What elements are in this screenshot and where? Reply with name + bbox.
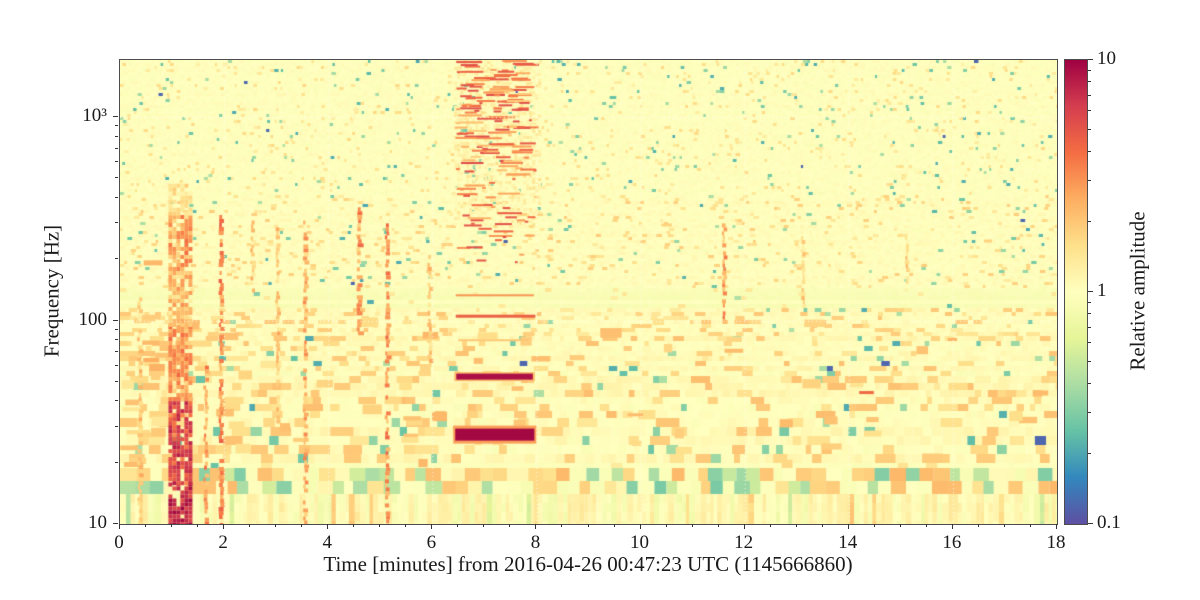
colorbar-minor-tick <box>1088 69 1091 71</box>
y-minor-tick <box>115 258 118 260</box>
y-minor-tick <box>115 222 118 224</box>
y-major-tick <box>113 319 118 321</box>
x-tick-label: 10 <box>630 532 650 553</box>
x-minor-tick <box>899 524 901 527</box>
x-minor-tick <box>769 524 771 527</box>
x-axis-label: Time [minutes] from 2016-04-26 00:47:23 … <box>323 552 853 576</box>
x-minor-tick <box>405 524 407 527</box>
y-minor-tick <box>115 135 118 137</box>
colorbar-minor-tick <box>1088 383 1091 385</box>
x-minor-tick <box>197 524 199 527</box>
x-major-tick <box>119 524 120 529</box>
x-minor-tick <box>1003 524 1005 527</box>
x-major-tick <box>847 524 849 529</box>
colorbar-tick-label: 10 <box>1097 48 1116 69</box>
y-minor-tick <box>115 125 118 127</box>
x-minor-tick <box>275 524 277 527</box>
y-minor-tick <box>115 380 118 382</box>
y-minor-tick <box>115 400 118 402</box>
x-minor-tick <box>249 524 251 527</box>
x-tick-label: 16 <box>942 532 962 553</box>
x-minor-tick <box>171 524 173 527</box>
colorbar-minor-tick <box>1088 81 1091 83</box>
y-minor-tick <box>115 425 118 427</box>
x-minor-tick <box>509 524 511 527</box>
plot-area <box>119 59 1058 525</box>
x-major-tick <box>743 524 745 529</box>
x-minor-tick <box>665 524 667 527</box>
x-minor-tick <box>925 524 927 527</box>
x-minor-tick <box>873 524 875 527</box>
colorbar-label: Relative amplitude <box>1125 211 1150 371</box>
x-minor-tick <box>691 524 693 527</box>
x-minor-tick <box>145 524 147 527</box>
y-minor-tick <box>115 147 118 149</box>
x-minor-tick <box>1029 524 1031 527</box>
colorbar-minor-tick <box>1088 110 1091 112</box>
x-minor-tick <box>457 524 459 527</box>
colorbar-minor-tick <box>1088 94 1091 96</box>
y-minor-tick <box>115 177 118 179</box>
x-minor-tick <box>561 524 563 527</box>
x-tick-label: 12 <box>734 532 754 553</box>
y-tick-label: 10³ <box>82 105 107 126</box>
x-tick-label: 18 <box>1046 532 1066 553</box>
y-minor-tick <box>115 339 118 341</box>
x-major-tick <box>1056 524 1057 529</box>
x-tick-label: 14 <box>838 532 858 553</box>
colorbar-minor-tick <box>1088 128 1091 130</box>
colorbar-minor-tick <box>1088 412 1091 414</box>
x-major-tick <box>639 524 641 529</box>
x-tick-label: 0 <box>114 532 124 553</box>
x-minor-tick <box>301 524 303 527</box>
x-minor-tick <box>587 524 589 527</box>
y-tick-label: 10 <box>88 512 107 533</box>
x-minor-tick <box>977 524 979 527</box>
y-minor-tick <box>115 461 118 463</box>
y-major-tick <box>113 116 118 117</box>
x-tick-label: 8 <box>530 532 541 553</box>
x-major-tick <box>327 524 329 529</box>
x-minor-tick <box>821 524 823 527</box>
colorbar-minor-tick <box>1088 313 1091 315</box>
x-tick-label: 6 <box>426 532 437 553</box>
colorbar-major-tick <box>1088 291 1093 292</box>
x-tick-label: 4 <box>322 532 332 553</box>
x-major-tick <box>223 524 225 529</box>
colorbar-minor-tick <box>1088 360 1091 362</box>
colorbar-minor-tick <box>1088 453 1091 455</box>
colorbar-tick-label: 1 <box>1097 280 1107 301</box>
x-minor-tick <box>795 524 797 527</box>
x-major-tick <box>431 524 433 529</box>
colorbar-minor-tick <box>1088 151 1091 153</box>
y-minor-tick <box>115 364 118 366</box>
x-tick-label: 2 <box>218 532 228 553</box>
colorbar-minor-tick <box>1088 326 1091 328</box>
y-minor-tick <box>115 328 118 330</box>
spectrogram-canvas <box>120 60 1057 524</box>
colorbar-tick-label: 0.1 <box>1097 512 1121 533</box>
colorbar-minor-tick <box>1088 301 1091 303</box>
colorbar-gradient <box>1064 59 1088 525</box>
colorbar-minor-tick <box>1088 342 1091 344</box>
y-minor-tick <box>115 161 118 163</box>
x-minor-tick <box>717 524 719 527</box>
y-minor-tick <box>115 196 118 198</box>
x-minor-tick <box>353 524 355 527</box>
x-major-tick <box>535 524 537 529</box>
y-minor-tick <box>115 351 118 353</box>
x-minor-tick <box>379 524 381 527</box>
y-major-tick <box>113 523 118 524</box>
y-tick-label: 100 <box>78 308 108 330</box>
x-minor-tick <box>483 524 485 527</box>
colorbar-minor-tick <box>1088 221 1091 223</box>
colorbar-major-tick <box>1088 59 1093 60</box>
colorbar-minor-tick <box>1088 180 1091 182</box>
y-axis-label: Frequency [Hz] <box>39 224 64 358</box>
colorbar-major-tick <box>1088 523 1093 524</box>
x-major-tick <box>951 524 953 529</box>
x-minor-tick <box>613 524 615 527</box>
